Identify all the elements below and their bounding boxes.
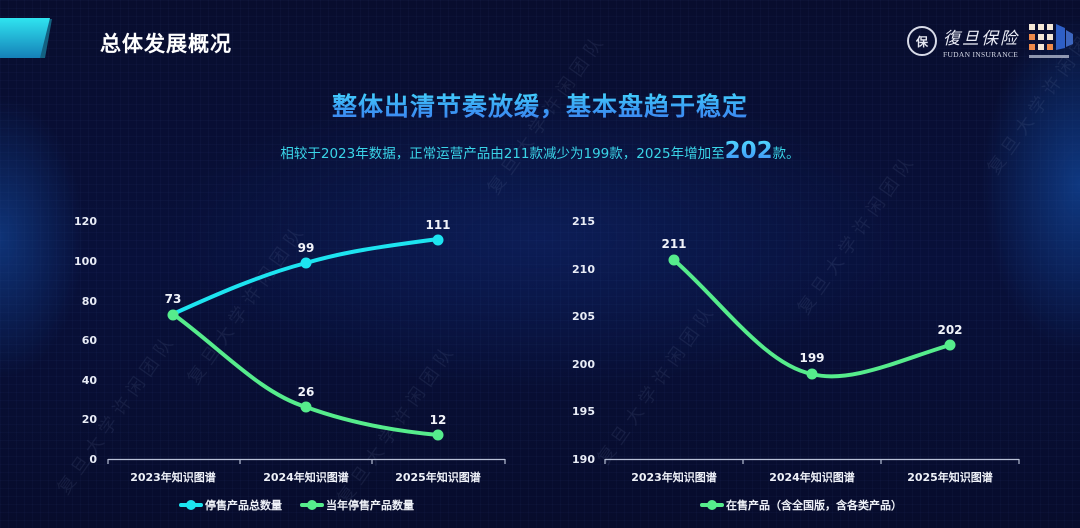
university-seal-icon: 保 bbox=[907, 26, 937, 56]
left-chart-legend: 停售产品总数量 当年停售产品数量 bbox=[179, 497, 414, 513]
data-point bbox=[167, 309, 179, 321]
series-line-total-discontinued bbox=[171, 237, 440, 316]
data-point bbox=[432, 234, 444, 246]
y-tick: 200 bbox=[572, 358, 595, 371]
data-label: 199 bbox=[799, 351, 824, 365]
legend-line-icon bbox=[300, 500, 324, 510]
fudan-insurance-logo: 保 復旦保险 FUDAN INSURANCE bbox=[905, 22, 1075, 68]
watermark: 复旦大学许闲团队 bbox=[793, 149, 921, 319]
data-label: 99 bbox=[298, 241, 315, 255]
summary-text: 相较于2023年数据，正常运营产品由211款减少为199款，2025年增加至20… bbox=[280, 138, 800, 164]
series-line-annual-discontinued bbox=[171, 312, 440, 437]
series-line-on-sale bbox=[672, 258, 952, 379]
data-label: 202 bbox=[937, 323, 962, 337]
y-tick: 0 bbox=[89, 453, 97, 466]
logo-name-cn: 復旦保险 bbox=[943, 29, 1019, 49]
corner-accent-icon bbox=[0, 18, 52, 58]
data-point bbox=[806, 368, 818, 380]
x-axis bbox=[604, 458, 1020, 464]
data-point bbox=[300, 401, 312, 413]
logo-name-en: FUDAN INSURANCE bbox=[943, 50, 1019, 59]
data-label: 73 bbox=[165, 292, 182, 306]
watermark: 复旦大学许闲团队 bbox=[53, 329, 181, 499]
y-tick: 100 bbox=[74, 255, 97, 268]
data-label: 12 bbox=[430, 413, 447, 427]
x-tick: 2025年知识图谱 bbox=[907, 470, 993, 484]
y-tick: 20 bbox=[82, 413, 98, 426]
x-tick: 2023年知识图谱 bbox=[631, 470, 717, 484]
data-point bbox=[944, 339, 956, 351]
research-center-logo-icon bbox=[1029, 24, 1073, 58]
x-tick: 2025年知识图谱 bbox=[395, 470, 481, 484]
x-tick: 2023年知识图谱 bbox=[130, 470, 216, 484]
data-point bbox=[300, 257, 312, 269]
x-axis bbox=[107, 458, 506, 464]
x-tick: 2024年知识图谱 bbox=[769, 470, 855, 484]
data-label: 211 bbox=[661, 237, 686, 251]
y-tick: 40 bbox=[82, 374, 98, 387]
watermark: 复旦大学许闲团队 bbox=[183, 219, 311, 389]
right-chart-legend: 在售产品（含全国版，含各类产品） bbox=[700, 497, 902, 513]
data-label: 111 bbox=[425, 218, 450, 232]
y-tick: 120 bbox=[74, 215, 97, 228]
legend-line-icon bbox=[700, 500, 724, 510]
data-point bbox=[668, 254, 680, 266]
y-tick: 215 bbox=[572, 215, 595, 228]
legend-item-on-sale[interactable]: 在售产品（含全国版，含各类产品） bbox=[700, 497, 902, 513]
x-tick: 2024年知识图谱 bbox=[263, 470, 349, 484]
legend-line-icon bbox=[179, 500, 203, 510]
legend-item-total-discontinued[interactable]: 停售产品总数量 bbox=[179, 497, 282, 513]
legend-item-annual-discontinued[interactable]: 当年停售产品数量 bbox=[300, 497, 414, 513]
data-point bbox=[432, 429, 444, 441]
watermark: 复旦大学许闲团队 bbox=[333, 339, 461, 509]
y-tick: 80 bbox=[82, 295, 98, 308]
y-tick: 60 bbox=[82, 334, 98, 347]
y-tick: 210 bbox=[572, 263, 595, 276]
page-title: 总体发展概况 bbox=[100, 32, 232, 56]
y-tick: 205 bbox=[572, 310, 595, 323]
y-tick: 195 bbox=[572, 405, 595, 418]
data-label: 26 bbox=[298, 385, 315, 399]
watermark: 复旦大学许闲团队 bbox=[593, 299, 721, 469]
headline: 整体出清节奏放缓，基本盘趋于稳定 bbox=[0, 87, 1080, 123]
highlight-count: 202 bbox=[724, 138, 773, 164]
y-tick: 190 bbox=[572, 453, 595, 466]
